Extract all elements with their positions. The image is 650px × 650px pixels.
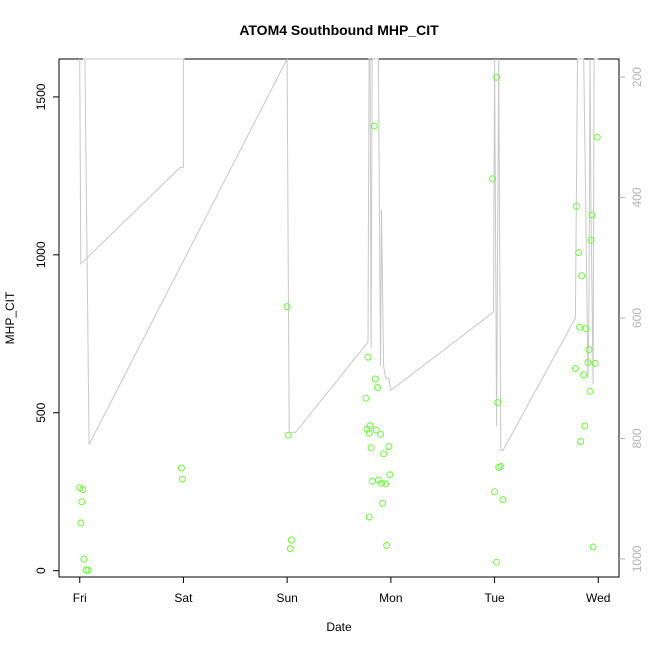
data-point-5 xyxy=(82,566,90,574)
data-point-16 xyxy=(365,429,373,437)
plot-frame xyxy=(58,58,620,578)
data-point-18 xyxy=(367,444,375,452)
data-point-45 xyxy=(576,323,584,331)
data-point-10 xyxy=(284,431,292,439)
data-point-43 xyxy=(575,249,583,257)
data-point-54 xyxy=(593,133,601,141)
data-point-1 xyxy=(78,498,86,506)
data-point-51 xyxy=(587,236,595,244)
y2-tick-label-2: 600 xyxy=(630,308,644,328)
data-point-42 xyxy=(573,202,580,210)
y-tick-label-3: 1500 xyxy=(34,83,48,110)
data-point-56 xyxy=(581,422,589,430)
data-point-37 xyxy=(491,488,499,496)
data-point-34 xyxy=(489,175,496,183)
data-point-21 xyxy=(370,122,378,130)
data-point-28 xyxy=(380,450,388,458)
x-tick-label-1: Sat xyxy=(174,591,193,605)
data-point-27 xyxy=(378,479,385,487)
x-tick-label-4: Tue xyxy=(484,591,505,605)
data-point-2 xyxy=(79,486,87,493)
data-point-32 xyxy=(385,443,393,451)
x-tick-label-2: Sun xyxy=(276,591,297,605)
y-tick-label-2: 1000 xyxy=(34,241,48,268)
series-line xyxy=(79,58,599,451)
x-tick-label-0: Fri xyxy=(73,591,87,605)
data-point-31 xyxy=(383,541,391,549)
data-point-47 xyxy=(580,371,588,379)
data-point-53 xyxy=(591,360,599,367)
x-tick-label-3: Mon xyxy=(379,591,402,605)
x-axis-label: Date xyxy=(326,620,352,634)
data-point-26 xyxy=(377,430,384,438)
data-point-3 xyxy=(77,519,85,527)
y2-tick-label-0: 200 xyxy=(630,67,644,87)
chart-title: ATOM4 Southbound MHP_CIT xyxy=(239,22,439,38)
data-point-44 xyxy=(578,272,586,280)
y-axis: 0 500 1000 1500 xyxy=(34,83,59,574)
data-point-9 xyxy=(283,303,291,311)
data-point-6 xyxy=(84,566,92,574)
data-point-58 xyxy=(589,543,597,551)
x-axis: Fri Sat Sun Mon Tue Wed xyxy=(73,577,610,605)
data-point-17 xyxy=(366,422,374,430)
line-series xyxy=(79,58,599,451)
data-point-20 xyxy=(368,477,376,485)
data-point-8 xyxy=(178,475,186,483)
data-point-50 xyxy=(585,346,593,354)
y-tick-label-0: 0 xyxy=(34,567,48,574)
data-point-29 xyxy=(379,499,387,507)
x-tick-label-5: Wed xyxy=(586,591,610,605)
right-y-axis: 200 400 600 800 1000 xyxy=(619,67,644,572)
data-point-22 xyxy=(371,375,379,383)
data-point-14 xyxy=(364,353,372,361)
data-point-52 xyxy=(588,211,596,219)
y2-tick-label-4: 1000 xyxy=(630,545,644,572)
data-point-11 xyxy=(287,536,295,544)
data-point-12 xyxy=(286,545,294,553)
data-point-49 xyxy=(584,359,592,366)
y2-tick-label-3: 800 xyxy=(630,428,644,448)
data-point-7 xyxy=(177,464,185,472)
data-point-24 xyxy=(373,384,381,391)
data-point-41 xyxy=(493,558,501,566)
data-point-55 xyxy=(586,387,594,395)
data-point-13 xyxy=(362,394,370,402)
y-axis-label: MHP_CIT xyxy=(3,291,17,344)
y2-tick-label-1: 400 xyxy=(630,187,644,207)
data-point-35 xyxy=(493,73,501,81)
data-point-33 xyxy=(386,471,394,479)
data-point-46 xyxy=(571,365,579,372)
data-point-39 xyxy=(497,463,505,470)
data-point-57 xyxy=(577,438,585,445)
y-tick-label-1: 500 xyxy=(34,402,48,422)
data-point-23 xyxy=(372,426,380,434)
data-point-36 xyxy=(494,399,502,407)
points-layer xyxy=(76,73,601,574)
data-point-48 xyxy=(582,325,590,333)
data-point-40 xyxy=(499,496,507,504)
data-point-30 xyxy=(382,480,390,488)
data-point-19 xyxy=(365,513,373,521)
data-point-4 xyxy=(80,555,88,563)
